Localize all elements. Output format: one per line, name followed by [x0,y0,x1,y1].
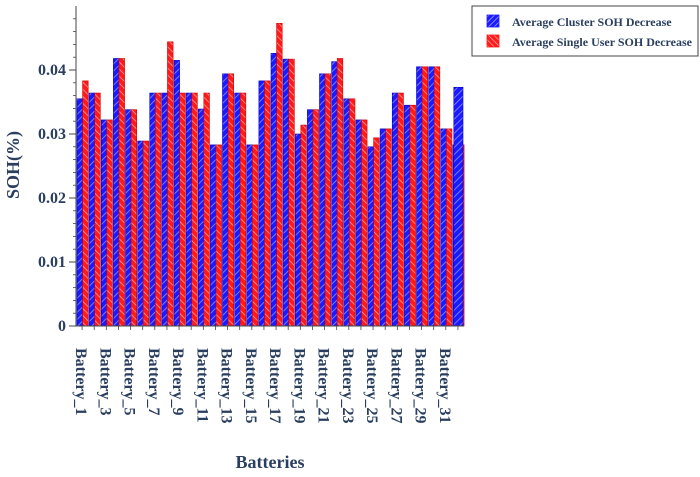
bar-cluster-10 [185,92,193,327]
bar-single-user-25 [373,137,380,327]
bar-single-user-1 [82,80,89,327]
bar-single-user-10 [191,92,198,327]
bar-cluster-1 [76,98,83,327]
bar-single-user-5 [130,109,138,327]
bar-cluster-13 [222,73,229,327]
bar-single-user-21 [324,73,332,327]
bar-cluster-20 [307,109,314,327]
x-tick-label: Battery_29 [412,348,429,424]
x-tick-label: Battery_21 [315,348,332,424]
bar-single-user-27 [397,92,404,327]
legend-swatch-cluster [486,14,500,28]
bar-single-user-29 [421,66,429,327]
bar-single-user-18 [288,58,295,327]
x-tick-label: Battery_27 [387,348,404,424]
bar-single-user-12 [215,144,222,327]
y-axis-title: SOH(%) [3,131,24,199]
bar-single-user-17 [276,22,283,327]
bar-cluster-21 [319,73,326,327]
bar-cluster-5 [125,109,132,327]
legend: Average Cluster SOH Decrease Average Sin… [471,5,699,57]
bar-cluster-24 [355,119,362,327]
bar-cluster-8 [161,92,168,327]
bar-cluster-26 [379,128,387,327]
y-tick-label: 0.04 [38,62,66,79]
bar-cluster-9 [173,60,180,327]
x-tick-label: Battery_19 [290,348,307,424]
bar-cluster-3 [100,119,108,327]
x-tick-label: Battery_1 [72,348,89,416]
bar-cluster-27 [391,92,399,327]
bar-single-user-28 [409,104,416,327]
bar-single-user-3 [106,119,113,327]
bar-single-user-30 [433,66,441,327]
x-tick-label: Battery_15 [242,348,259,424]
bar-single-user-7 [155,92,162,327]
bar-cluster-28 [404,104,411,327]
x-tick-label: Battery_7 [145,348,162,416]
bar-single-user-23 [349,98,356,327]
bar-single-user-15 [252,144,259,327]
bar-cluster-12 [210,144,217,327]
bar-single-user-8 [167,41,174,327]
x-tick-label: Battery_5 [121,348,138,416]
y-tick-label: 0 [58,318,66,335]
bar-cluster-16 [258,80,265,327]
bar-extra [453,86,464,327]
x-tick-label: Battery_31 [436,348,453,424]
legend-label-cluster: Average Cluster SOH Decrease [512,15,672,29]
bar-cluster-15 [246,144,253,327]
bar-cluster-7 [149,92,156,327]
bar-cluster-30 [428,66,435,327]
bar-cluster-25 [367,146,374,327]
y-tick-label: 0.01 [38,254,66,271]
bar-single-user-24 [361,119,368,327]
bar-single-user-11 [203,92,210,327]
y-tick-label: 0.02 [38,190,66,207]
bar-cluster-22 [331,61,338,327]
y-tick-label: 0.03 [38,126,66,143]
bar-cluster-11 [197,108,205,327]
x-tick-label: Battery_23 [339,348,356,424]
x-tick-label: Battery_11 [193,348,210,423]
bar-single-user-26 [385,128,392,327]
x-axis-title: Batteries [236,452,305,472]
x-tick-label: Battery_13 [218,348,235,424]
bar-cluster-31 [440,128,447,327]
bar-cluster-23 [343,98,350,327]
bar-single-user-16 [264,80,271,327]
bar-single-user-13 [227,73,235,327]
bar-single-user-6 [142,140,150,327]
bar-single-user-31 [446,128,453,327]
bar-cluster-19 [294,133,302,327]
bar-cluster-6 [137,140,144,327]
x-tick-label: Battery_17 [266,348,283,424]
bars-layer [76,22,465,327]
legend-label-single-user: Average Single User SOH Decrease [512,35,693,49]
x-tick-label: Battery_9 [169,348,186,416]
bar-single-user-9 [179,92,186,327]
bar-single-user-19 [300,124,307,327]
bar-cluster-14 [234,92,241,327]
legend-swatch-single-user [486,34,500,48]
legend-box [471,5,699,57]
bar-single-user-22 [336,58,344,327]
bar-cluster-17 [270,53,277,327]
x-tick-label: Battery_3 [96,348,113,416]
bar-cluster-4 [113,58,120,327]
axes-layer: 0 0.01 0.02 0.03 0.04 Battery_1 Battery_3 Batte… [38,6,464,424]
bar-single-user-2 [94,92,101,327]
x-tick-label: Battery_25 [363,348,380,424]
bar-cluster-18 [282,58,290,327]
bar-single-user-20 [312,109,319,327]
bar-single-user-14 [239,92,247,327]
bar-cluster-29 [416,66,423,327]
bar-single-user-4 [118,58,125,327]
bar-cluster-2 [88,92,96,327]
